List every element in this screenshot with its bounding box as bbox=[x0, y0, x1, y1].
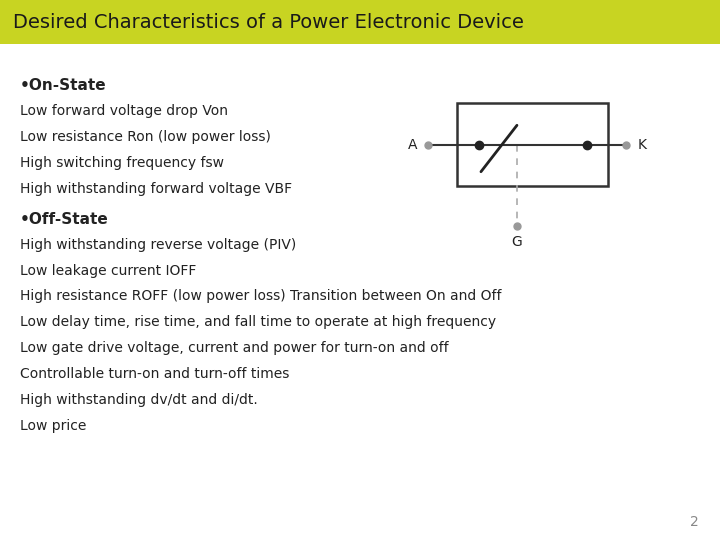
Text: K: K bbox=[637, 138, 647, 152]
Text: Low gate drive voltage, current and power for turn-on and off: Low gate drive voltage, current and powe… bbox=[20, 341, 449, 355]
FancyBboxPatch shape bbox=[0, 0, 720, 44]
Text: G: G bbox=[512, 235, 522, 249]
Text: Controllable turn-on and turn-off times: Controllable turn-on and turn-off times bbox=[20, 367, 289, 381]
Text: High withstanding forward voltage VBF: High withstanding forward voltage VBF bbox=[20, 182, 292, 196]
Text: Low leakage current IOFF: Low leakage current IOFF bbox=[20, 264, 197, 278]
Text: 2: 2 bbox=[690, 515, 698, 529]
Text: Desired Characteristics of a Power Electronic Device: Desired Characteristics of a Power Elect… bbox=[13, 12, 524, 32]
Text: Low resistance Ron (low power loss): Low resistance Ron (low power loss) bbox=[20, 130, 271, 144]
Text: High withstanding reverse voltage (PIV): High withstanding reverse voltage (PIV) bbox=[20, 238, 297, 252]
Text: High resistance ROFF (low power loss) Transition between On and Off: High resistance ROFF (low power loss) Tr… bbox=[20, 289, 502, 303]
Text: A: A bbox=[408, 138, 418, 152]
Text: •Off-State: •Off-State bbox=[20, 212, 109, 227]
Text: High withstanding dv/dt and di/dt.: High withstanding dv/dt and di/dt. bbox=[20, 393, 258, 407]
Text: •On-State: •On-State bbox=[20, 78, 107, 93]
Bar bbox=[457, 103, 608, 186]
Text: Low forward voltage drop Von: Low forward voltage drop Von bbox=[20, 104, 228, 118]
Text: Low delay time, rise time, and fall time to operate at high frequency: Low delay time, rise time, and fall time… bbox=[20, 315, 496, 329]
Text: Low price: Low price bbox=[20, 419, 86, 433]
Text: High switching frequency fsw: High switching frequency fsw bbox=[20, 156, 224, 170]
